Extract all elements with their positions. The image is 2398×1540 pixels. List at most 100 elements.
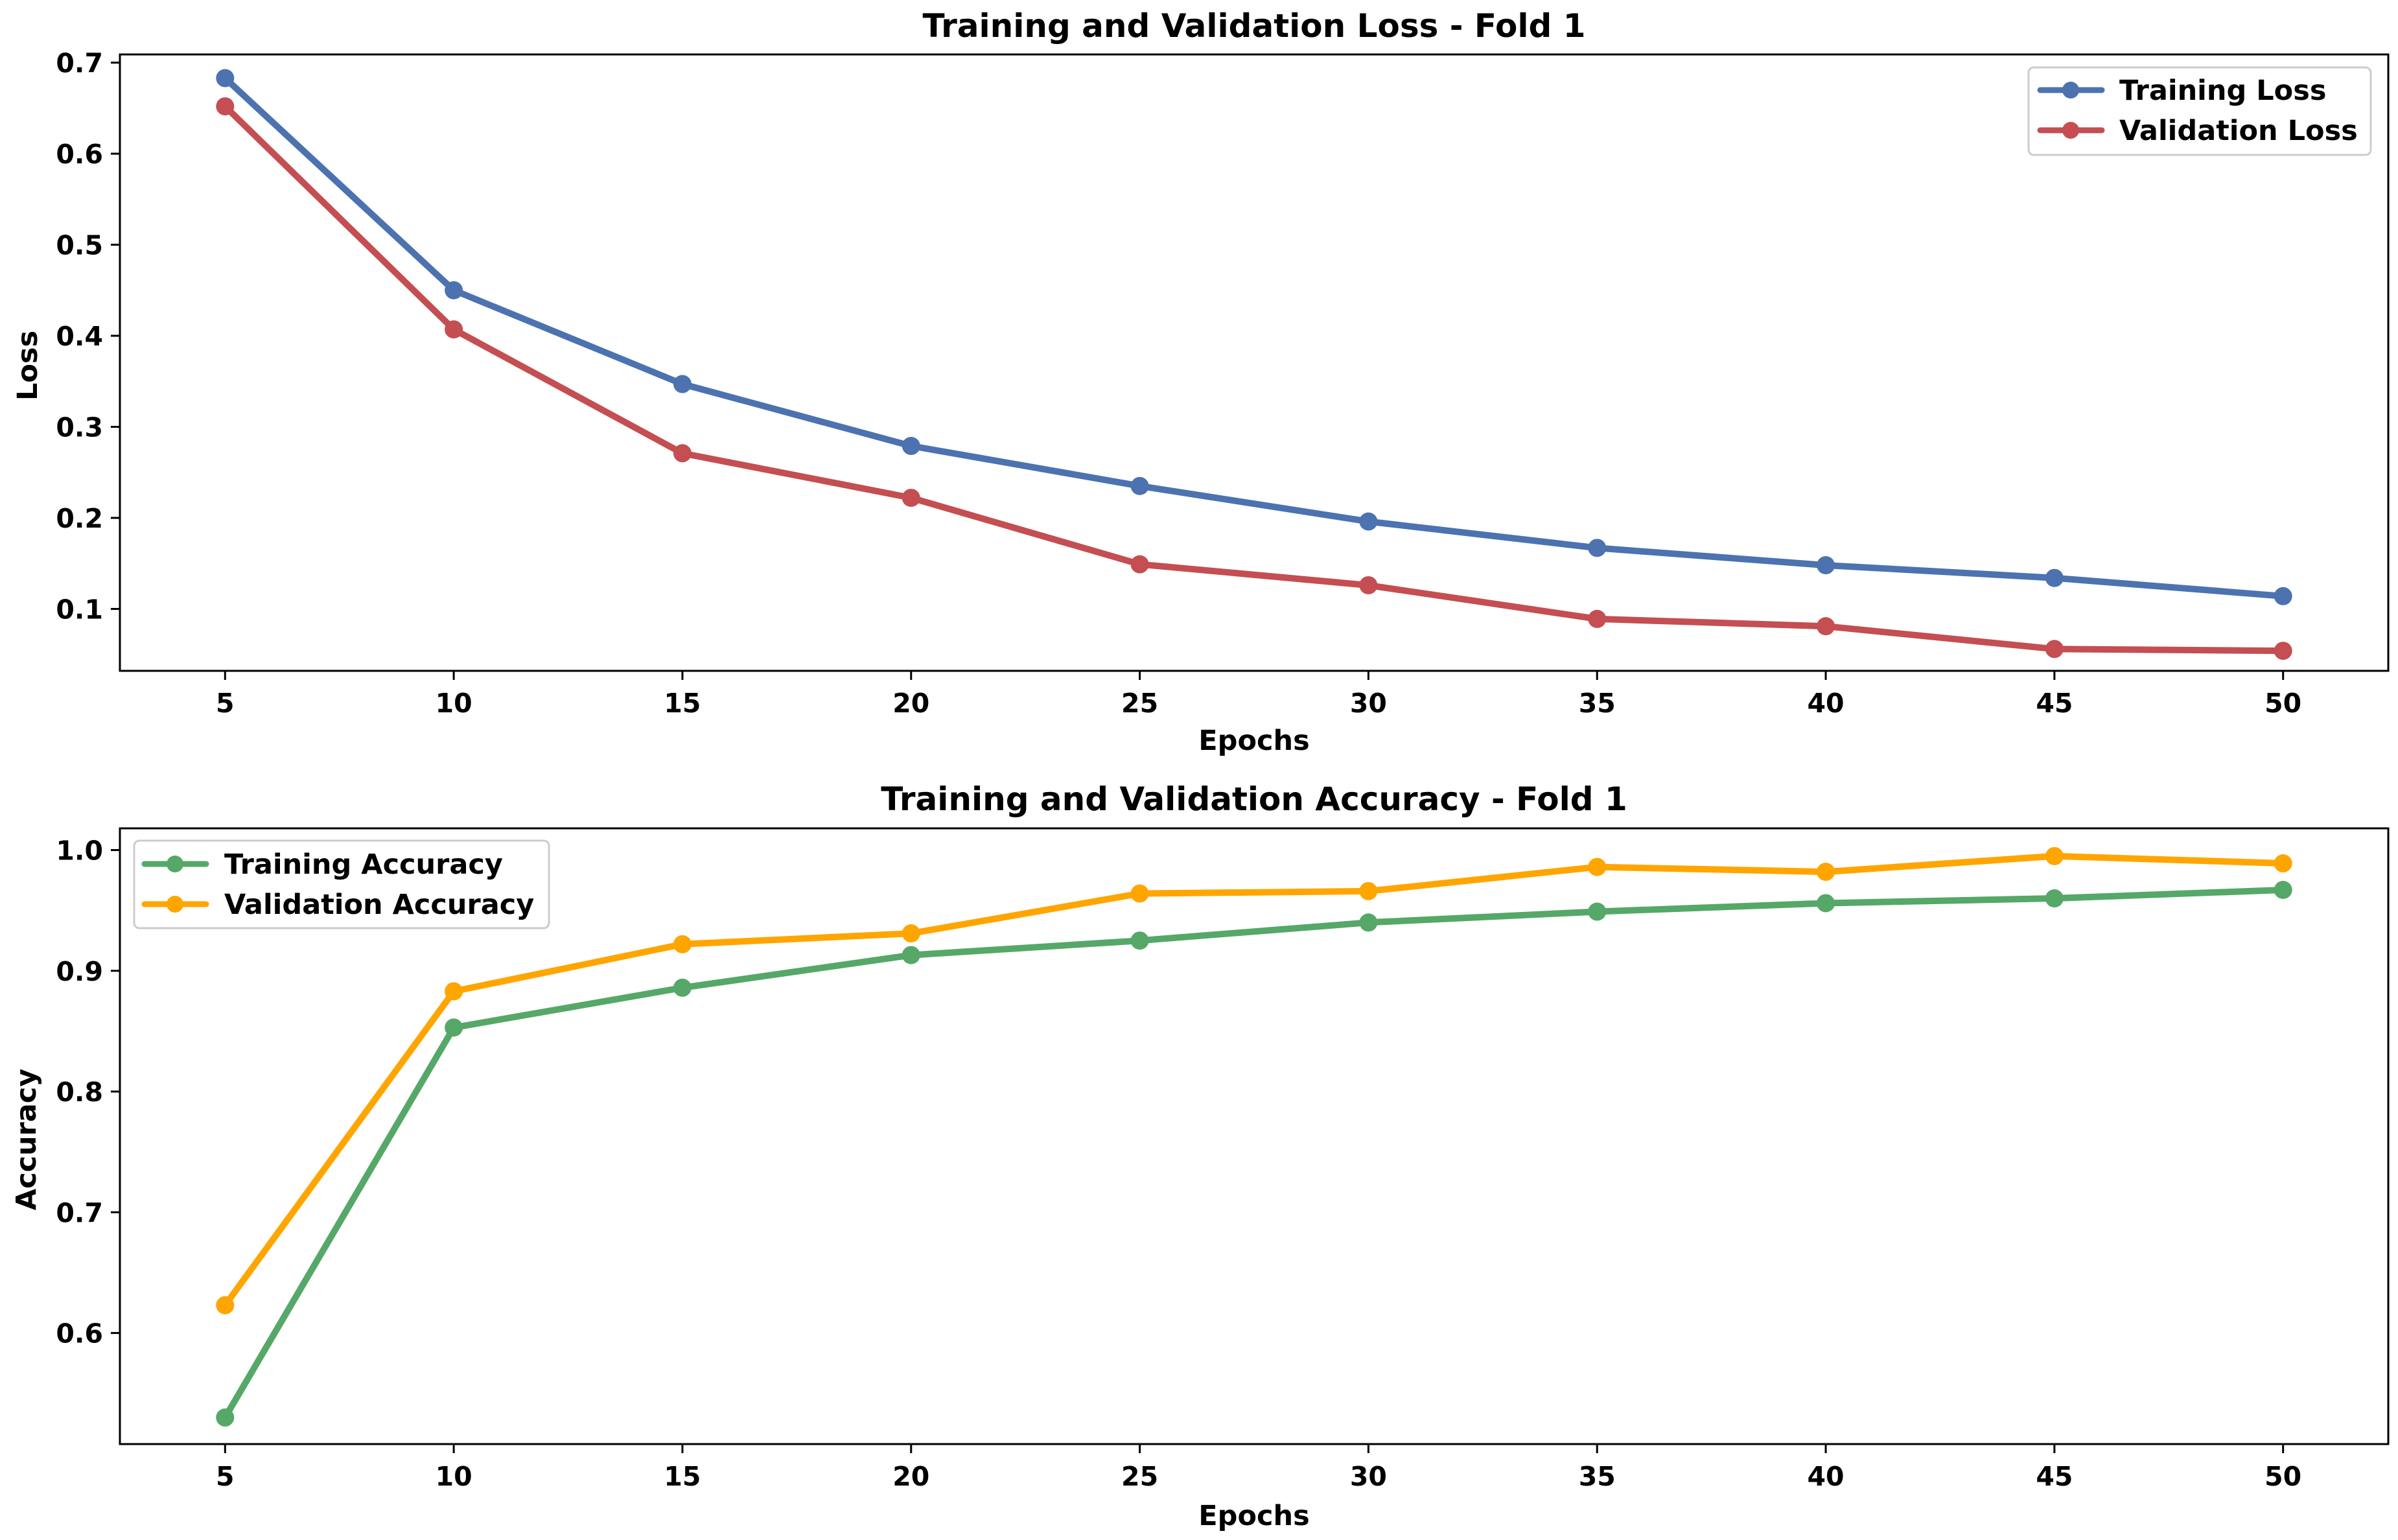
accuracy-chart-ylabel: Accuracy bbox=[10, 1069, 43, 1211]
loss-legend-label-training: Training Loss bbox=[2119, 75, 2326, 107]
loss-ytick-label: 0.1 bbox=[56, 594, 103, 625]
loss-axes-frame bbox=[119, 53, 2390, 672]
loss-xtick-label: 30 bbox=[1350, 688, 1387, 719]
loss-legend: Training Loss Validation Loss bbox=[2027, 66, 2372, 156]
loss-ytick-label: 0.4 bbox=[56, 321, 103, 352]
loss-xtick-label: 5 bbox=[216, 688, 235, 719]
accuracy-xtick-label: 15 bbox=[664, 1461, 701, 1492]
loss-ytick-label: 0.3 bbox=[56, 412, 103, 443]
loss-point-validation-loss bbox=[1588, 609, 1607, 628]
loss-point-training-loss bbox=[216, 69, 235, 88]
loss-point-validation-loss bbox=[1359, 576, 1378, 594]
loss-xtick-label: 35 bbox=[1579, 688, 1616, 719]
loss-legend-box bbox=[2027, 66, 2372, 156]
loss-ytick-label: 0.5 bbox=[56, 230, 103, 261]
accuracy-point-training-accuracy bbox=[2045, 889, 2064, 908]
accuracy-xtick-label: 10 bbox=[436, 1461, 472, 1492]
loss-legend-marker-validation bbox=[2062, 122, 2079, 139]
accuracy-ytick-label: 1.0 bbox=[56, 835, 103, 867]
accuracy-ytick-label: 0.6 bbox=[56, 1318, 103, 1349]
loss-point-training-loss bbox=[673, 375, 692, 393]
loss-point-validation-loss bbox=[445, 320, 463, 339]
loss-point-validation-loss bbox=[673, 444, 692, 463]
accuracy-ytick-label: 0.8 bbox=[56, 1077, 103, 1108]
loss-ytick-label: 0.6 bbox=[56, 139, 103, 170]
accuracy-point-training-accuracy bbox=[445, 1018, 463, 1037]
loss-point-validation-loss bbox=[2045, 640, 2064, 659]
accuracy-legend: Training Accuracy Validation Accuracy bbox=[133, 839, 550, 929]
loss-point-training-loss bbox=[902, 437, 920, 456]
accuracy-point-training-accuracy bbox=[1588, 902, 1607, 921]
loss-chart: Training and Validation Loss - Fold 1 5 1… bbox=[12, 7, 2390, 757]
loss-legend-item-validation: Validation Loss bbox=[2037, 115, 2358, 147]
loss-point-training-loss bbox=[445, 281, 463, 299]
loss-line-training-loss bbox=[222, 75, 2287, 600]
accuracy-point-training-accuracy bbox=[1359, 913, 1378, 932]
accuracy-chart: Training and Validation Accuracy - Fold … bbox=[10, 780, 2390, 1532]
accuracy-point-training-accuracy bbox=[1817, 894, 1835, 913]
loss-xtick-label: 45 bbox=[2036, 688, 2073, 719]
loss-legend-label-validation: Validation Loss bbox=[2119, 115, 2358, 147]
accuracy-point-validation-accuracy bbox=[445, 982, 463, 1001]
accuracy-point-validation-accuracy bbox=[1588, 858, 1607, 876]
accuracy-xtick-label: 40 bbox=[1808, 1461, 1845, 1492]
accuracy-xtick-label: 25 bbox=[1121, 1461, 1158, 1492]
accuracy-chart-title: Training and Validation Accuracy - Fold … bbox=[881, 780, 1627, 818]
accuracy-xtick-label: 30 bbox=[1350, 1461, 1387, 1492]
loss-point-validation-loss bbox=[1130, 555, 1149, 574]
accuracy-point-validation-accuracy bbox=[1359, 881, 1378, 900]
loss-point-training-loss bbox=[1588, 539, 1607, 557]
loss-xtick-label: 40 bbox=[1808, 688, 1845, 719]
loss-point-validation-loss bbox=[1817, 617, 1835, 636]
accuracy-point-training-accuracy bbox=[902, 946, 920, 964]
accuracy-line-validation-accuracy bbox=[222, 852, 2287, 1309]
accuracy-xtick-label: 20 bbox=[892, 1461, 929, 1492]
loss-point-training-loss bbox=[2274, 587, 2292, 605]
accuracy-legend-label-training: Training Accuracy bbox=[224, 848, 503, 881]
accuracy-xtick-label: 35 bbox=[1579, 1461, 1616, 1492]
loss-xtick-label: 15 bbox=[664, 688, 701, 719]
accuracy-point-validation-accuracy bbox=[2045, 846, 2064, 865]
loss-point-training-loss bbox=[1130, 476, 1149, 495]
loss-xtick-label: 25 bbox=[1121, 688, 1158, 719]
loss-point-validation-loss bbox=[2274, 642, 2292, 660]
loss-point-training-loss bbox=[2045, 568, 2064, 587]
accuracy-axes-frame bbox=[119, 827, 2390, 1445]
accuracy-point-validation-accuracy bbox=[1130, 884, 1149, 903]
loss-chart-title: Training and Validation Loss - Fold 1 bbox=[922, 7, 1585, 45]
accuracy-chart-xlabel: Epochs bbox=[1198, 1500, 1309, 1532]
loss-xtick-label: 50 bbox=[2264, 688, 2301, 719]
accuracy-point-validation-accuracy bbox=[1817, 863, 1835, 881]
loss-point-validation-loss bbox=[216, 97, 235, 116]
loss-point-training-loss bbox=[1817, 556, 1835, 575]
accuracy-point-validation-accuracy bbox=[2274, 854, 2292, 873]
loss-plot-area: 5 10 15 20 25 30 35 40 45 50 0.1 0.2 0.3 0.4 0.5 0.6 0.7 bbox=[56, 48, 2390, 719]
loss-ytick-label: 0.7 bbox=[56, 48, 103, 79]
loss-chart-xlabel: Epochs bbox=[1198, 725, 1309, 757]
accuracy-xtick-label: 50 bbox=[2264, 1461, 2301, 1492]
accuracy-point-validation-accuracy bbox=[902, 924, 920, 943]
accuracy-point-training-accuracy bbox=[1130, 931, 1149, 950]
accuracy-xtick-label: 5 bbox=[216, 1461, 235, 1492]
accuracy-legend-marker-training bbox=[167, 856, 183, 872]
accuracy-line-training-accuracy bbox=[222, 887, 2287, 1421]
loss-legend-marker-training bbox=[2062, 82, 2079, 99]
accuracy-legend-item-validation: Validation Accuracy bbox=[141, 889, 534, 921]
accuracy-point-training-accuracy bbox=[2274, 881, 2292, 899]
accuracy-xtick-label: 45 bbox=[2036, 1461, 2073, 1492]
accuracy-point-training-accuracy bbox=[673, 978, 692, 997]
accuracy-point-training-accuracy bbox=[216, 1408, 235, 1427]
loss-point-training-loss bbox=[1359, 512, 1378, 531]
accuracy-legend-label-validation: Validation Accuracy bbox=[224, 889, 534, 921]
loss-ytick-label: 0.2 bbox=[56, 503, 103, 534]
accuracy-legend-marker-validation bbox=[167, 896, 183, 913]
loss-legend-item-training: Training Loss bbox=[2037, 75, 2326, 107]
accuracy-point-validation-accuracy bbox=[216, 1296, 235, 1314]
accuracy-ytick-label: 0.7 bbox=[56, 1197, 103, 1228]
loss-point-validation-loss bbox=[902, 489, 920, 508]
loss-xtick-label: 20 bbox=[892, 688, 929, 719]
accuracy-legend-box bbox=[133, 839, 550, 929]
loss-chart-ylabel: Loss bbox=[12, 331, 44, 401]
